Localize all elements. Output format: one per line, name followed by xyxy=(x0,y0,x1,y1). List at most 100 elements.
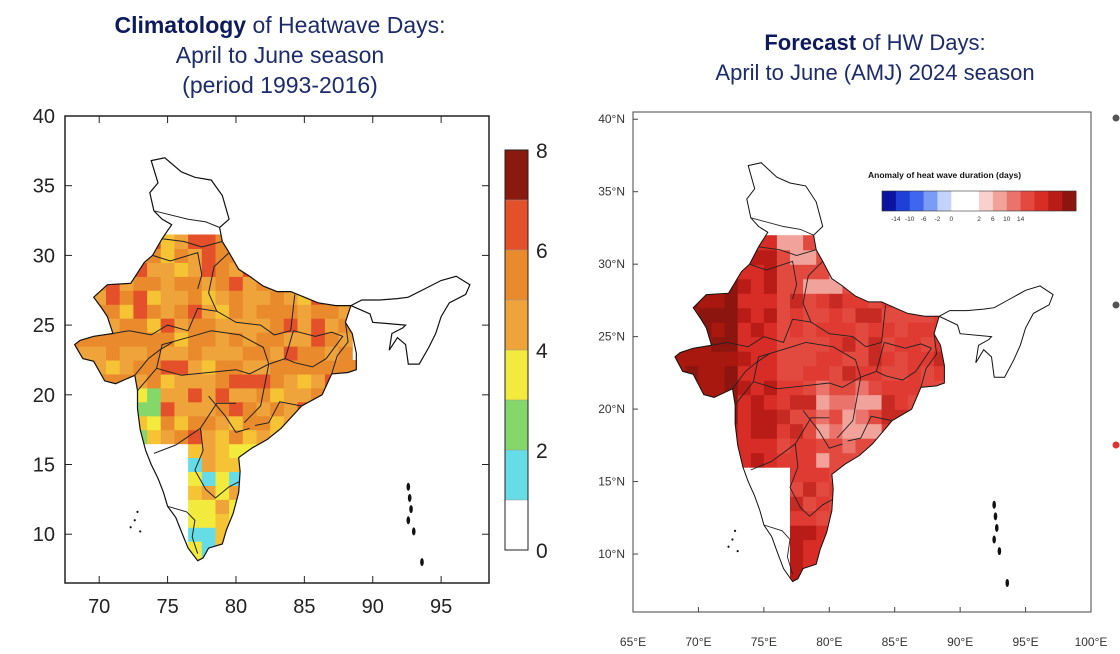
heat-cell xyxy=(147,373,162,389)
heat-cell xyxy=(790,365,804,381)
right-x-tick-label: 100°E xyxy=(1075,635,1108,649)
heat-cell xyxy=(242,429,258,445)
heat-cell xyxy=(188,262,203,277)
legend-swatch xyxy=(923,191,938,211)
heat-cell xyxy=(829,380,843,396)
heat-cell xyxy=(907,336,922,352)
heat-cell xyxy=(868,409,883,425)
heat-cell xyxy=(737,336,752,352)
bullet-1 xyxy=(1112,114,1120,122)
island xyxy=(1005,579,1010,588)
heat-cell xyxy=(201,443,217,459)
left-y-tick-label: 10 xyxy=(33,524,55,546)
colorbar-segment xyxy=(505,500,528,550)
state-border xyxy=(727,318,812,348)
heat-cell xyxy=(829,307,843,323)
heat-cell xyxy=(776,264,791,280)
heat-cell xyxy=(803,525,817,541)
heat-cell xyxy=(803,452,817,468)
heat-cell xyxy=(816,467,830,483)
heat-cell xyxy=(776,394,791,410)
heat-cell xyxy=(119,318,134,333)
state-border xyxy=(331,322,349,375)
state-border xyxy=(162,238,223,248)
heat-cell xyxy=(215,276,230,291)
state-border xyxy=(802,260,887,348)
heat-cell xyxy=(324,318,340,333)
legend-swatch xyxy=(1062,191,1077,211)
heat-cell xyxy=(201,346,217,361)
left-x-tick-label: 70 xyxy=(88,596,110,618)
legend-swatch xyxy=(909,191,924,211)
left-title-line3: (period 1993-2016) xyxy=(182,72,378,98)
heat-cell xyxy=(750,438,765,454)
heat-cell xyxy=(160,387,175,403)
heat-cell xyxy=(174,360,189,375)
state-border xyxy=(293,330,344,368)
left-state-borders xyxy=(112,210,349,554)
legend-swatch xyxy=(1034,191,1049,211)
heat-cell xyxy=(842,423,857,439)
state-border xyxy=(137,367,250,391)
heat-cell xyxy=(829,365,843,381)
heat-cell xyxy=(750,351,765,367)
heat-cell xyxy=(188,360,203,375)
heat-cell xyxy=(229,429,244,445)
island xyxy=(993,512,998,521)
heat-cell xyxy=(881,351,896,367)
heat-cell xyxy=(188,373,203,389)
heat-cell xyxy=(816,438,830,454)
heat-cell xyxy=(147,401,162,417)
heat-cell xyxy=(215,332,230,347)
heat-cell xyxy=(338,346,353,361)
heat-cell xyxy=(215,346,230,361)
heat-cell xyxy=(174,304,189,319)
heat-cell xyxy=(750,336,765,352)
left-map-title: Climatology of Heatwave Days: April to J… xyxy=(20,10,540,100)
heat-cell xyxy=(803,539,817,555)
heat-cell xyxy=(803,496,817,512)
right-title-line2: April to June (AMJ) 2024 season xyxy=(715,60,1035,85)
heat-cell xyxy=(229,304,244,319)
heat-cell xyxy=(242,304,258,319)
heat-cell xyxy=(842,380,857,396)
heat-cell xyxy=(229,276,244,291)
heat-cell xyxy=(750,293,765,309)
heat-cell xyxy=(215,415,230,431)
heat-cell xyxy=(311,346,326,361)
heat-cell xyxy=(174,290,189,305)
heat-cell xyxy=(737,278,752,294)
heat-cell xyxy=(229,373,244,389)
colorbar-label-4: 4 xyxy=(536,340,548,363)
heat-cell xyxy=(724,365,739,381)
heat-cell xyxy=(803,409,817,425)
island xyxy=(992,500,996,509)
legend-swatch xyxy=(979,191,994,211)
heat-cell xyxy=(855,307,870,323)
heat-cell xyxy=(133,318,148,333)
heat-cell xyxy=(829,423,843,439)
heat-cell xyxy=(160,290,175,305)
heat-cell xyxy=(256,318,271,333)
heat-cell xyxy=(907,351,922,367)
island xyxy=(133,519,136,522)
heat-cell xyxy=(229,332,244,347)
colorbar-segment xyxy=(505,200,528,250)
heat-cell xyxy=(790,438,804,454)
heat-cell xyxy=(133,276,148,291)
heat-cell xyxy=(119,332,134,347)
heat-cell xyxy=(790,336,804,352)
state-border xyxy=(920,333,938,388)
heat-cell xyxy=(311,304,326,319)
heat-cell xyxy=(907,380,922,396)
heat-cell xyxy=(790,409,804,425)
state-border xyxy=(711,341,728,346)
left-northeast-outline xyxy=(129,275,471,567)
heat-cell xyxy=(119,304,134,319)
right-title-bold: Forecast xyxy=(764,30,857,55)
heat-cell xyxy=(133,346,148,361)
heat-cell xyxy=(133,332,148,347)
heat-cell xyxy=(242,318,258,333)
heat-cell xyxy=(174,387,189,403)
heat-cell xyxy=(311,360,326,375)
